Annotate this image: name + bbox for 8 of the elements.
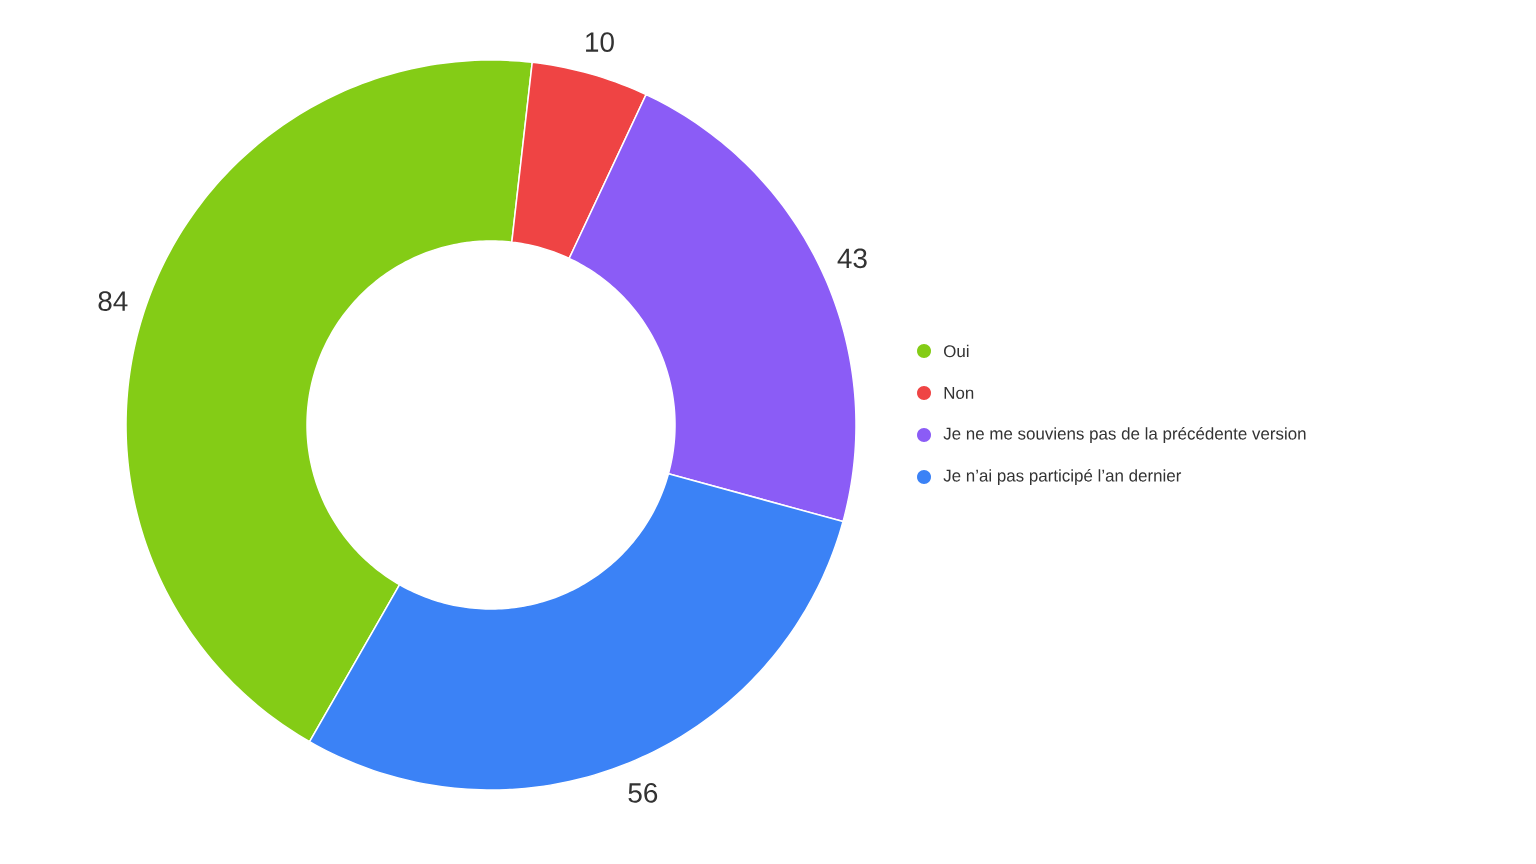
data-label: 10 (586, 32, 614, 52)
data-label: 56 (628, 783, 658, 803)
data-label: 43 (837, 248, 867, 269)
legend-label: Non (944, 387, 974, 399)
legend-label: Je n’ai pas participé l’an dernier (943, 469, 1182, 485)
data-label: 84 (98, 291, 128, 311)
legend-label: Oui (944, 344, 969, 358)
legend-label: Je ne me souviens pas de la précédente version (943, 427, 1306, 443)
